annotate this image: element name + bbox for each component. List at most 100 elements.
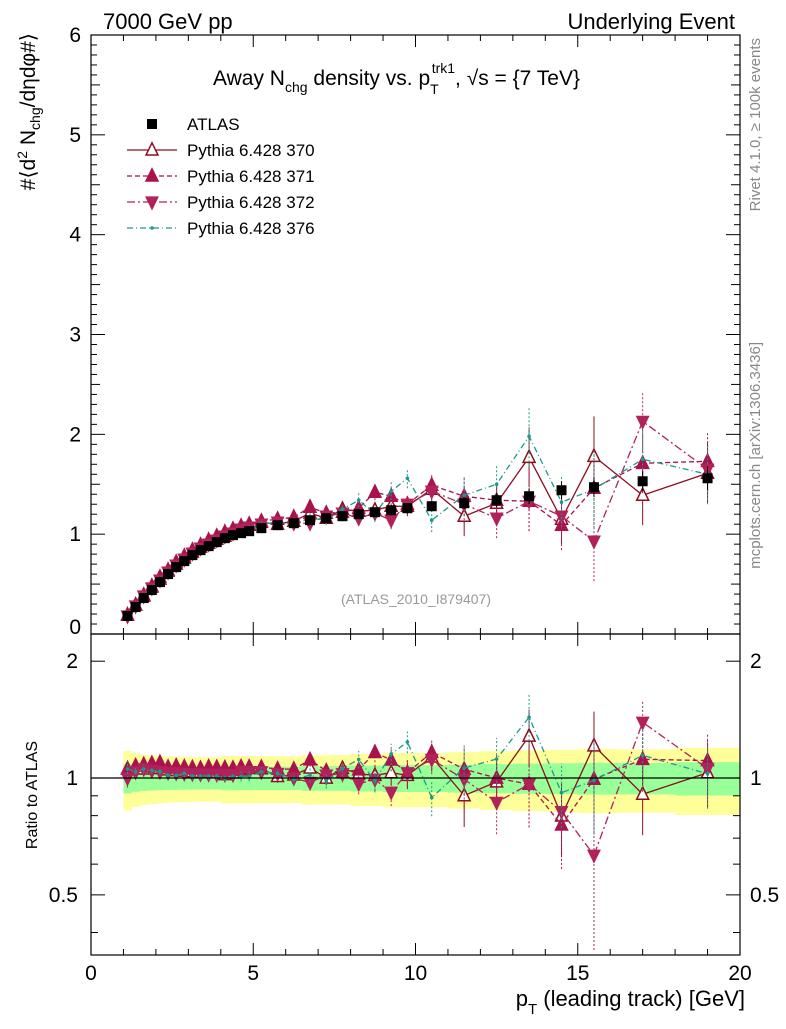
legend-label: Pythia 6.428 370 xyxy=(187,141,315,160)
series-ratio-point xyxy=(351,760,366,776)
atlas-point xyxy=(163,569,174,580)
series-ratio-point xyxy=(182,771,187,776)
atlas-point xyxy=(588,482,599,493)
series-line xyxy=(127,435,708,616)
series-ratio-point xyxy=(351,778,366,793)
atlas-point xyxy=(337,511,348,522)
atlas-point xyxy=(353,509,364,520)
series-point xyxy=(405,476,410,481)
series-point xyxy=(384,514,399,529)
series-ratio-point xyxy=(190,774,195,778)
series-point xyxy=(429,518,434,522)
y-tick-label: 1 xyxy=(69,523,81,546)
series-ratio-point xyxy=(705,771,710,776)
atlas-point xyxy=(556,485,567,496)
atlas-point xyxy=(272,520,283,531)
series-ratio-point xyxy=(133,770,138,774)
series-ratio-point xyxy=(522,778,537,793)
atlas-point xyxy=(227,530,238,541)
y-axis-label: #⟨d2 Nchg/dηdφ#⟩ xyxy=(14,33,43,190)
ratio-tick-label-right: 2 xyxy=(750,650,762,673)
x-tick-label: 10 xyxy=(404,962,427,985)
atlas-point xyxy=(138,593,149,604)
atlas-point xyxy=(179,556,190,567)
ratio-axis-label: Ratio to ATLAS xyxy=(24,741,41,849)
atlas-point xyxy=(321,513,332,524)
series-ratio-point xyxy=(158,769,162,774)
atlas-point xyxy=(702,473,713,484)
series-ratio-point xyxy=(635,785,650,800)
x-axis-label: pT (leading track) [GeV] xyxy=(516,986,745,1018)
series-ratio-point xyxy=(150,768,154,773)
series-point xyxy=(559,500,564,505)
y-tick-label: 4 xyxy=(69,224,81,247)
series-ratio-point xyxy=(559,790,564,795)
series-atlas xyxy=(122,466,713,622)
chart-title: Away Nchg density vs. pTtrk1, √s = {7 Te… xyxy=(213,60,580,97)
series-ratio-point xyxy=(166,773,170,778)
legend-label: Pythia 6.428 372 xyxy=(187,193,315,212)
series-ratio-point xyxy=(206,774,211,778)
series-ratio-point xyxy=(424,753,439,768)
series-ratio-point xyxy=(214,774,219,779)
series-point xyxy=(389,489,393,494)
legend-marker xyxy=(145,196,159,211)
atlas-point xyxy=(402,503,413,514)
series-ratio-point xyxy=(356,757,361,762)
atlas-point xyxy=(426,501,437,512)
series-point xyxy=(424,485,439,500)
series-ratio-point xyxy=(247,774,251,779)
header-right: Underlying Event xyxy=(567,9,735,34)
atlas-point xyxy=(369,507,380,518)
series-point xyxy=(527,434,531,439)
series-ratio-point xyxy=(400,767,415,782)
series-ratio-point xyxy=(405,740,410,744)
atlas-point xyxy=(288,518,299,529)
atlas-point xyxy=(154,577,165,588)
y-tick-label: 6 xyxy=(69,24,81,47)
series-point xyxy=(494,482,499,487)
series-ratio-point xyxy=(494,757,499,761)
ratio-tick-label-left: 0.5 xyxy=(49,884,78,907)
series-ratio-point xyxy=(640,753,645,758)
series-ratio-point xyxy=(141,767,146,771)
series-ratio-point xyxy=(587,849,601,864)
atlas-point xyxy=(305,515,316,526)
series-ratio-point xyxy=(389,752,393,756)
y-tick-label: 0 xyxy=(69,616,81,639)
series-line xyxy=(127,420,708,617)
series-ratio-point xyxy=(367,743,383,759)
series-ratio-point xyxy=(527,715,531,719)
y-tick-label: 2 xyxy=(69,423,81,446)
series-ratio-point xyxy=(275,771,280,776)
ratio-tick-label-right: 1 xyxy=(750,767,762,790)
atlas-point xyxy=(459,498,470,509)
x-tick-label: 20 xyxy=(728,962,751,985)
atlas-point xyxy=(187,550,198,561)
series-ratio-point xyxy=(308,773,312,777)
ratio-tick-label-left: 2 xyxy=(66,650,78,673)
series-point xyxy=(367,483,383,499)
series-point xyxy=(356,498,361,503)
series-ratio-point xyxy=(292,777,296,782)
atlas-point xyxy=(236,528,247,539)
series-ratio-point xyxy=(324,779,329,783)
series-point xyxy=(587,535,601,550)
y-tick-label: 5 xyxy=(69,124,81,147)
series-ratio-line xyxy=(127,715,708,799)
atlas-point xyxy=(219,533,230,544)
legend-label: Pythia 6.428 376 xyxy=(187,219,315,238)
series-point xyxy=(462,493,466,498)
title-pt-sup: trk1 xyxy=(432,60,456,76)
series-point xyxy=(635,415,650,430)
atlas-point xyxy=(386,505,397,516)
title-pt-sub: T xyxy=(430,81,439,97)
atlas-point xyxy=(244,526,255,537)
analysis-watermark: (ATLAS_2010_I879407) xyxy=(341,591,491,607)
series-point xyxy=(302,498,318,514)
series-ratio-point xyxy=(231,774,235,779)
ratio-tick-label-right: 0.5 xyxy=(750,884,779,907)
mcplots-label: mcplots.cern.ch [arXiv:1306.3436] xyxy=(747,342,764,569)
series-ratio-point xyxy=(125,767,130,771)
